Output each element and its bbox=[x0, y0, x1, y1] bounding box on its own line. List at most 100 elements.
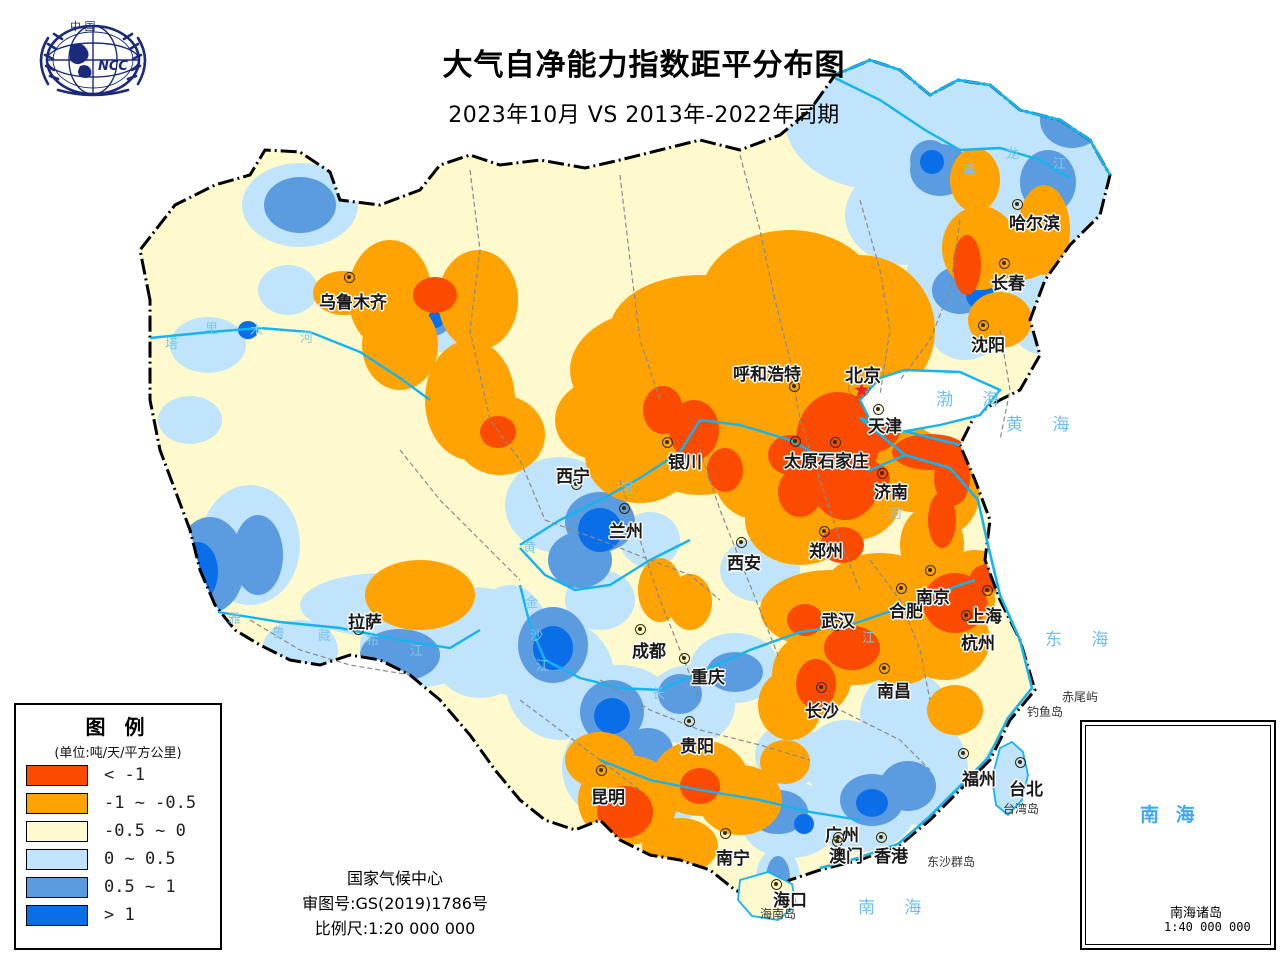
river-label: 江 bbox=[536, 659, 550, 674]
city-marker-icon bbox=[819, 526, 830, 537]
city-marker-icon bbox=[771, 879, 782, 890]
city-label-呼和浩特: 呼和浩特 bbox=[733, 365, 801, 385]
footer-review-number: 审图号:GS(2019)1786号 bbox=[302, 894, 488, 913]
city-label-拉萨: 拉萨 bbox=[348, 613, 382, 633]
river-label: 布 bbox=[366, 634, 380, 649]
city-label-西安: 西安 bbox=[727, 554, 761, 574]
province-borders bbox=[249, 154, 1011, 791]
legend-swatch bbox=[26, 792, 88, 814]
city-label-银川: 银川 bbox=[668, 453, 702, 473]
city-marker-icon bbox=[790, 436, 801, 447]
city-label-石家庄: 石家庄 bbox=[818, 452, 869, 472]
legend-row: -0.5 ~ 0 bbox=[26, 817, 220, 845]
city-label-南宁: 南宁 bbox=[716, 849, 750, 869]
anomaly-field bbox=[140, 60, 1110, 900]
city-marker-icon bbox=[353, 624, 364, 635]
legend-label: > 1 bbox=[104, 905, 135, 925]
city-label-北京: 北京 bbox=[845, 366, 881, 387]
legend-label: 0 ~ 0.5 bbox=[104, 849, 176, 869]
inset-title: 南海诸岛 bbox=[1170, 906, 1223, 921]
city-marker-icon bbox=[873, 404, 884, 415]
sea-label-渤海: 渤 海 bbox=[936, 390, 1012, 410]
legend-row: > 1 bbox=[26, 901, 220, 929]
city-label-沈阳: 沈阳 bbox=[971, 336, 1005, 356]
sea-label-东海: 东 海 bbox=[1045, 630, 1121, 650]
island-label-海南岛: 海南岛 bbox=[760, 907, 797, 921]
river-label: 沙 bbox=[530, 629, 544, 644]
river-label: 鲁 bbox=[272, 626, 286, 641]
city-label-澳门: 澳门 bbox=[829, 847, 863, 867]
footer-org: 国家气候中心 bbox=[346, 869, 443, 888]
city-label-重庆: 重庆 bbox=[691, 668, 725, 688]
legend-swatch bbox=[26, 904, 88, 926]
city-marker-icon bbox=[571, 479, 582, 490]
city-label-南昌: 南昌 bbox=[877, 682, 911, 702]
city-marker-icon bbox=[925, 565, 936, 576]
river-label: 金 bbox=[525, 596, 539, 611]
city-label-台北: 台北 bbox=[1009, 780, 1043, 800]
city-marker-icon bbox=[684, 716, 695, 727]
city-marker-icon bbox=[1012, 199, 1023, 210]
sea-label-南海: 南 海 bbox=[858, 898, 934, 918]
city-label-郑州: 郑州 bbox=[809, 542, 843, 562]
legend-swatch bbox=[26, 820, 88, 842]
city-marker-icon bbox=[344, 272, 355, 283]
river-label: 江 bbox=[862, 631, 876, 646]
city-marker-icon bbox=[789, 381, 800, 392]
river-label: 木 bbox=[250, 324, 264, 339]
legend-row: 0.5 ~ 1 bbox=[26, 873, 220, 901]
footer-block: 国家气候中心 审图号:GS(2019)1786号 比例尺:1:20 000 00… bbox=[250, 866, 540, 941]
city-label-济南: 济南 bbox=[874, 483, 908, 503]
city-marker-icon bbox=[958, 748, 969, 759]
city-label-上海: 上海 bbox=[968, 607, 1002, 627]
city-label-哈尔滨: 哈尔滨 bbox=[1009, 214, 1060, 234]
city-label-杭州: 杭州 bbox=[961, 634, 995, 654]
city-marker-icon bbox=[816, 682, 827, 693]
city-marker-icon bbox=[999, 258, 1010, 269]
city-label-南京: 南京 bbox=[916, 588, 950, 608]
river-label: 江 bbox=[410, 644, 424, 659]
coastline-north bbox=[834, 58, 1112, 176]
river-label: 里 bbox=[205, 322, 219, 337]
footer-scale: 比例尺:1:20 000 000 bbox=[314, 919, 476, 938]
river-label: 黄 bbox=[523, 541, 537, 556]
city-marker-icon bbox=[736, 537, 747, 548]
national-border bbox=[138, 58, 1112, 902]
river-label: 江 bbox=[1053, 157, 1067, 172]
city-marker-icon bbox=[596, 765, 607, 776]
island-label-东沙群岛: 东沙群岛 bbox=[927, 855, 976, 869]
river-label: 河 bbox=[620, 482, 634, 497]
capital-star-icon: ★ bbox=[853, 379, 871, 401]
city-marker-icon bbox=[876, 832, 887, 843]
city-marker-icon bbox=[662, 437, 673, 448]
legend-row: 0 ~ 0.5 bbox=[26, 845, 220, 873]
legend-label: 0.5 ~ 1 bbox=[104, 877, 176, 897]
city-marker-icon bbox=[830, 437, 841, 448]
inset-frame bbox=[1085, 725, 1271, 945]
city-marker-icon bbox=[720, 828, 731, 839]
city-label-兰州: 兰州 bbox=[609, 522, 643, 542]
legend-label: -0.5 ~ 0 bbox=[104, 821, 186, 841]
page-title: 大气自净能力指数距平分布图 bbox=[442, 48, 846, 83]
legend-row: -1 ~ -0.5 bbox=[26, 789, 220, 817]
city-label-香港: 香港 bbox=[874, 847, 908, 867]
city-label-乌鲁木齐: 乌鲁木齐 bbox=[319, 293, 387, 313]
island-label-台湾岛: 台湾岛 bbox=[1003, 802, 1040, 816]
city-label-长春: 长春 bbox=[991, 274, 1025, 294]
river-label: 黑 bbox=[963, 164, 977, 179]
legend-unit: (单位:吨/天/平方公里) bbox=[54, 746, 182, 761]
city-marker-icon bbox=[619, 503, 630, 514]
inset-scale: 1:40 000 000 bbox=[1164, 920, 1251, 934]
city-marker-icon bbox=[896, 583, 907, 594]
river-lines bbox=[149, 76, 1071, 822]
coastline-east bbox=[819, 416, 1034, 870]
legend-panel: 图 例 (单位:吨/天/平方公里) < -1 -1 ~ -0.5 -0.5 ~ 0 0… bbox=[14, 703, 222, 950]
city-marker-icon bbox=[879, 663, 890, 674]
city-label-贵阳: 贵阳 bbox=[680, 737, 714, 757]
inset-sea-label: 南 海 bbox=[1140, 804, 1200, 826]
ncc-logo: NCC 中 国 bbox=[39, 20, 147, 97]
city-label-昆明: 昆明 bbox=[591, 788, 625, 808]
river-label: 藏 bbox=[318, 629, 332, 644]
